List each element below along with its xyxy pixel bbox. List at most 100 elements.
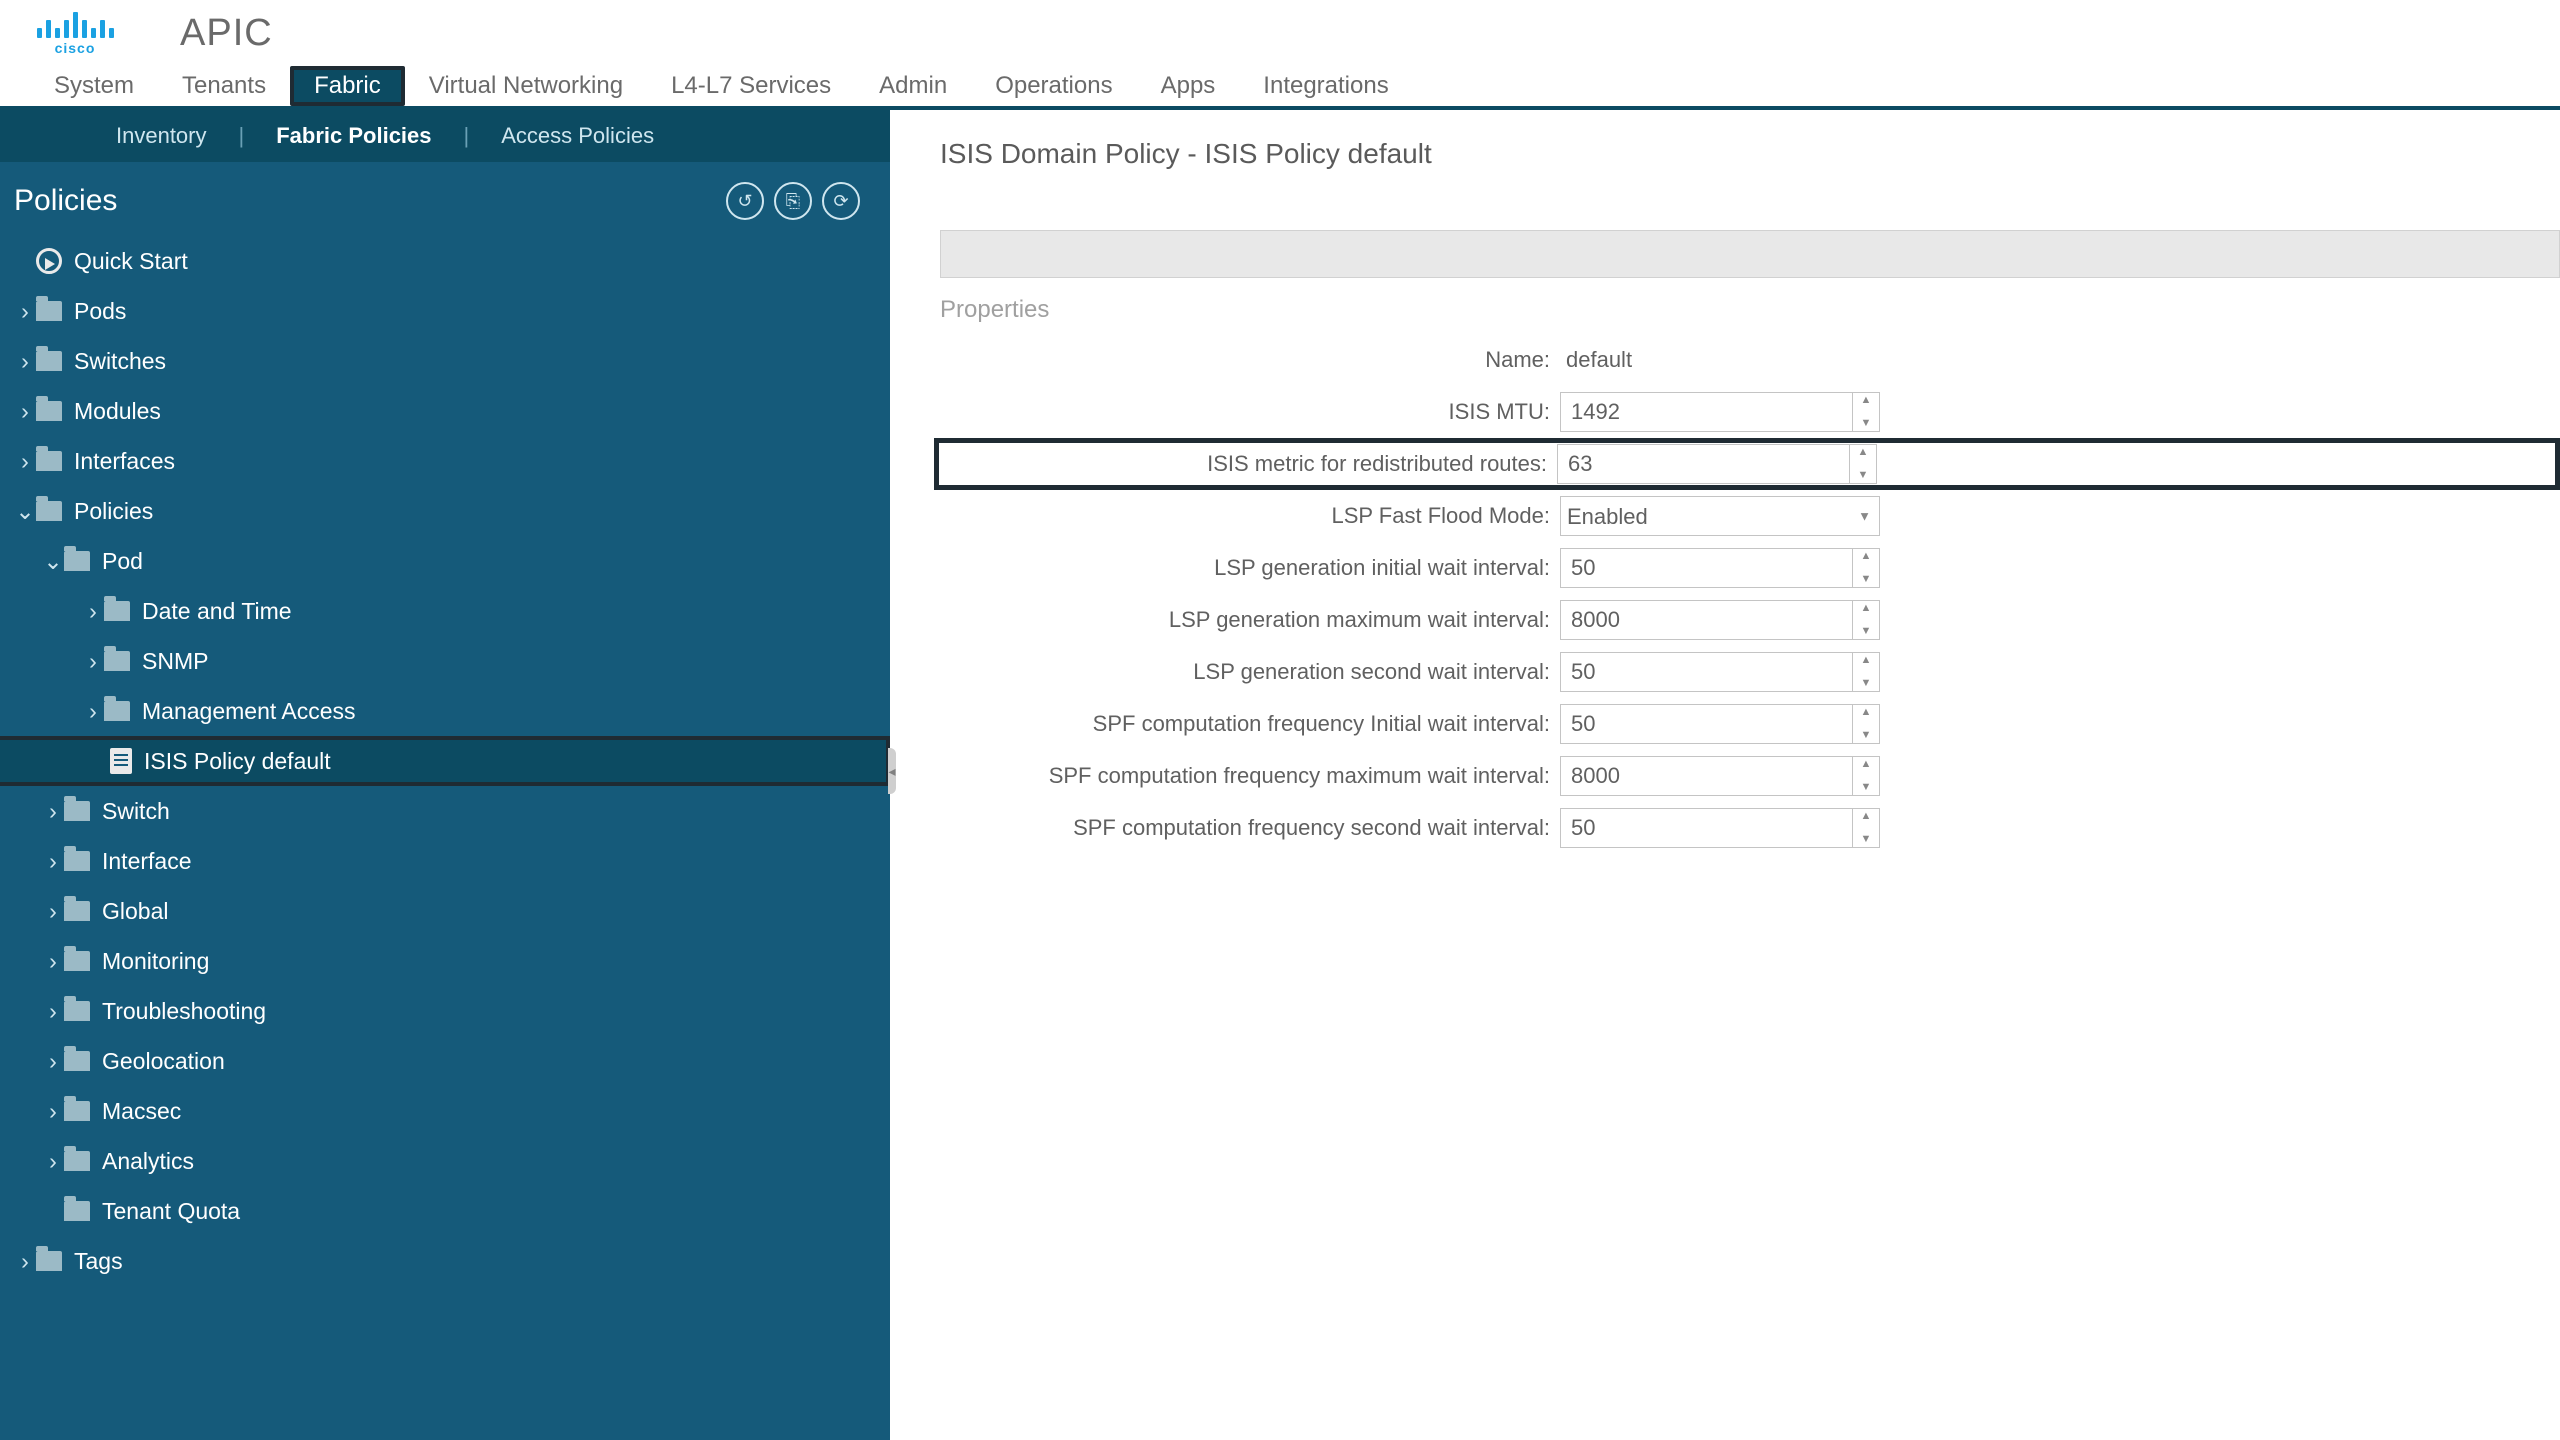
page-title: ISIS Domain Policy - ISIS Policy default: [940, 138, 2560, 170]
tree-quick-start[interactable]: Quick Start: [0, 236, 890, 286]
spin-down-icon[interactable]: ▼: [1856, 782, 1876, 793]
tree-analytics[interactable]: ›Analytics: [0, 1136, 890, 1186]
spin-up-icon[interactable]: ▲: [1856, 603, 1876, 614]
tree-geolocation[interactable]: ›Geolocation: [0, 1036, 890, 1086]
spin-down-icon[interactable]: ▼: [1856, 834, 1876, 845]
input-field[interactable]: [1561, 601, 1879, 639]
tree-tags[interactable]: ›Tags: [0, 1236, 890, 1286]
sidebar-title: Policies: [14, 184, 117, 218]
input-spf-max[interactable]: ▲▼: [1560, 756, 1880, 796]
tree-label: Date and Time: [142, 600, 292, 623]
chevron-down-icon: ▼: [1858, 509, 1871, 524]
tree-switches[interactable]: ›Switches: [0, 336, 890, 386]
tree-interface[interactable]: ›Interface: [0, 836, 890, 886]
folder-icon: [104, 701, 130, 721]
tree-switch[interactable]: ›Switch: [0, 786, 890, 836]
tree-label: Pod: [102, 550, 143, 573]
subnav-inventory[interactable]: Inventory: [100, 123, 223, 149]
folder-icon: [36, 501, 62, 521]
input-field[interactable]: [1561, 393, 1879, 431]
input-field[interactable]: [1561, 809, 1879, 847]
subnav-fabric-policies[interactable]: Fabric Policies: [260, 123, 447, 149]
tree-tenant-quota[interactable]: Tenant Quota: [0, 1186, 890, 1236]
spin-down-icon[interactable]: ▼: [1853, 470, 1873, 481]
tab-l4l7[interactable]: L4-L7 Services: [647, 66, 855, 106]
history-icon[interactable]: ↺: [726, 182, 764, 220]
tree-label: Macsec: [102, 1100, 181, 1123]
prop-label: LSP generation maximum wait interval:: [940, 607, 1560, 633]
tree-pod[interactable]: ⌄Pod: [0, 536, 890, 586]
tree-macsec[interactable]: ›Macsec: [0, 1086, 890, 1136]
input-field[interactable]: [1558, 445, 1876, 483]
refresh-icon[interactable]: ⟳: [822, 182, 860, 220]
prop-lsp-init: LSP generation initial wait interval: ▲▼: [940, 542, 2560, 594]
folder-icon: [104, 601, 130, 621]
prop-label: ISIS metric for redistributed routes:: [943, 451, 1557, 477]
tab-fabric[interactable]: Fabric: [290, 66, 405, 106]
prop-spf-sec: SPF computation frequency second wait in…: [940, 802, 2560, 854]
tree-global[interactable]: ›Global: [0, 886, 890, 936]
tab-system[interactable]: System: [30, 66, 158, 106]
tree-interfaces[interactable]: ›Interfaces: [0, 436, 890, 486]
tab-operations[interactable]: Operations: [971, 66, 1136, 106]
input-field[interactable]: [1561, 705, 1879, 743]
folder-icon: [104, 651, 130, 671]
prop-label: LSP Fast Flood Mode:: [940, 503, 1560, 529]
tree-pods[interactable]: ›Pods: [0, 286, 890, 336]
spin-up-icon[interactable]: ▲: [1856, 759, 1876, 770]
spin-up-icon[interactable]: ▲: [1856, 551, 1876, 562]
prop-label: LSP generation second wait interval:: [940, 659, 1560, 685]
input-spf-sec[interactable]: ▲▼: [1560, 808, 1880, 848]
tree-label: Analytics: [102, 1150, 194, 1173]
spin-up-icon[interactable]: ▲: [1856, 811, 1876, 822]
tab-integrations[interactable]: Integrations: [1239, 66, 1412, 106]
tree-troubleshooting[interactable]: ›Troubleshooting: [0, 986, 890, 1036]
spin-down-icon[interactable]: ▼: [1856, 626, 1876, 637]
tab-tenants[interactable]: Tenants: [158, 66, 290, 106]
tab-virtual-networking[interactable]: Virtual Networking: [405, 66, 647, 106]
toolbar-placeholder: [940, 230, 2560, 278]
spin-down-icon[interactable]: ▼: [1856, 574, 1876, 585]
input-lsp-max[interactable]: ▲▼: [1560, 600, 1880, 640]
spin-up-icon[interactable]: ▲: [1856, 655, 1876, 666]
prop-isis-mtu: ISIS MTU: ▲▼: [940, 386, 2560, 438]
input-isis-mtu[interactable]: ▲▼: [1560, 392, 1880, 432]
primary-tabs: System Tenants Fabric Virtual Networking…: [0, 66, 2560, 106]
folder-icon: [64, 951, 90, 971]
input-isis-metric[interactable]: ▲▼: [1557, 444, 1877, 484]
spin-up-icon[interactable]: ▲: [1856, 395, 1876, 406]
prop-isis-metric: ISIS metric for redistributed routes: ▲▼: [934, 438, 2560, 490]
folder-icon: [36, 301, 62, 321]
tree-snmp[interactable]: ›SNMP: [0, 636, 890, 686]
input-lsp-init[interactable]: ▲▼: [1560, 548, 1880, 588]
sidebar-action-icons: ↺ ⎘ ⟳: [726, 182, 860, 220]
folder-icon: [64, 1001, 90, 1021]
main-panel: ◂ ISIS Domain Policy - ISIS Policy defau…: [890, 110, 2560, 1440]
input-field[interactable]: [1561, 757, 1879, 795]
tab-admin[interactable]: Admin: [855, 66, 971, 106]
subnav-access-policies[interactable]: Access Policies: [485, 123, 670, 149]
spin-down-icon[interactable]: ▼: [1856, 418, 1876, 429]
input-field[interactable]: [1561, 653, 1879, 691]
tree-label: Policies: [74, 500, 153, 523]
tree-modules[interactable]: ›Modules: [0, 386, 890, 436]
tree-date-time[interactable]: ›Date and Time: [0, 586, 890, 636]
spin-down-icon[interactable]: ▼: [1856, 730, 1876, 741]
select-lsp-flood[interactable]: Enabled ▼: [1560, 496, 1880, 536]
input-spf-init[interactable]: ▲▼: [1560, 704, 1880, 744]
input-lsp-sec[interactable]: ▲▼: [1560, 652, 1880, 692]
tree-mgmt-access[interactable]: ›Management Access: [0, 686, 890, 736]
input-field[interactable]: [1561, 549, 1879, 587]
tree-monitoring[interactable]: ›Monitoring: [0, 936, 890, 986]
spin-up-icon[interactable]: ▲: [1856, 707, 1876, 718]
tree-policies[interactable]: ⌄Policies: [0, 486, 890, 536]
spin-up-icon[interactable]: ▲: [1853, 447, 1873, 458]
splitter-handle[interactable]: ◂: [888, 748, 896, 794]
spin-down-icon[interactable]: ▼: [1856, 678, 1876, 689]
tab-apps[interactable]: Apps: [1137, 66, 1240, 106]
select-field[interactable]: Enabled: [1561, 497, 1879, 535]
filter-icon[interactable]: ⎘: [774, 182, 812, 220]
tree-label: Pods: [74, 300, 126, 323]
tree-label: Global: [102, 900, 168, 923]
tree-isis-policy[interactable]: ISIS Policy default: [0, 736, 890, 786]
